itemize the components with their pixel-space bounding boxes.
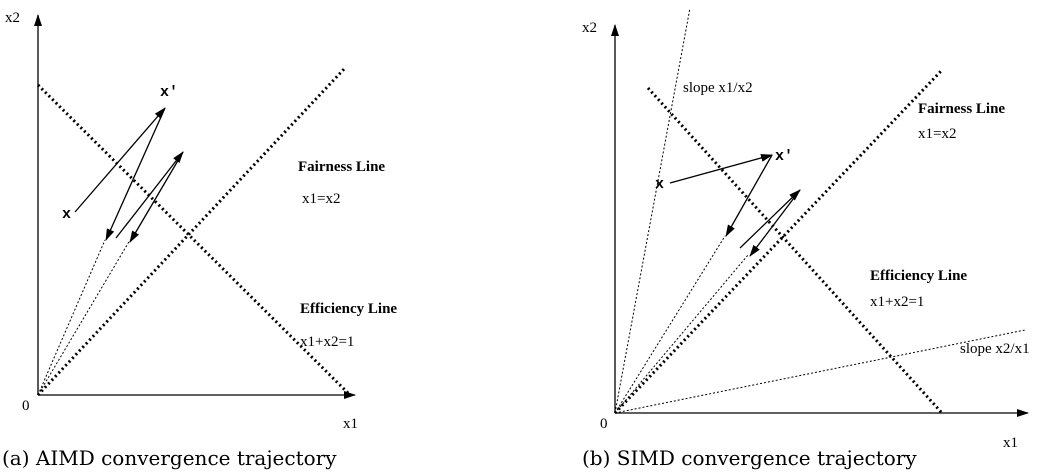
slope-label: slope x2/x1: [960, 341, 1030, 357]
slope-line: [614, 329, 1026, 414]
fairness-line: [36, 66, 347, 397]
efficiency-title: Efficiency Line: [870, 268, 967, 284]
point-label: x: [655, 176, 664, 193]
efficiency-title: Efficiency Line: [300, 301, 397, 317]
fairness-eq: x1=x2: [302, 191, 340, 207]
panel-a: x2 0 x1 x x' Fairness Line x1=x2 Efficie…: [2, 10, 397, 470]
slope-label: slope x1/x2: [683, 80, 753, 96]
arrow: [105, 107, 166, 241]
arrow: [669, 154, 773, 184]
caption: (b) SIMD convergence trajectory: [582, 446, 917, 470]
arrow: [129, 151, 184, 243]
point-label: x: [62, 206, 71, 223]
ray: [37, 239, 131, 396]
arrow: [739, 189, 801, 249]
arrow: [749, 189, 801, 257]
fairness-eq: x1=x2: [918, 126, 956, 142]
point-label: x': [160, 84, 178, 101]
axis-x-label: x1: [1003, 435, 1018, 451]
arrow: [725, 154, 773, 237]
point-label: x': [775, 148, 793, 165]
efficiency-line: [646, 86, 944, 415]
efficiency-line: [36, 83, 352, 397]
fairness-title: Fairness Line: [298, 159, 385, 175]
ray: [614, 254, 749, 414]
fairness-line: [613, 68, 944, 415]
caption: (a) AIMD convergence trajectory: [2, 446, 337, 470]
ray: [37, 239, 106, 396]
efficiency-eq: x1+x2=1: [870, 294, 924, 310]
axis-y-label: x2: [5, 10, 20, 26]
arrow: [74, 107, 166, 213]
origin-label: 0: [22, 398, 30, 414]
origin-label: 0: [600, 416, 608, 432]
axis-y-label: x2: [582, 20, 597, 36]
panel-b: x2 0 x1 slope x1/x2 x x' Fairness Line x…: [582, 7, 1030, 470]
ray: [614, 235, 726, 414]
axis-x-label: x1: [343, 416, 358, 432]
efficiency-eq: x1+x2=1: [300, 334, 354, 350]
arrow: [115, 151, 184, 239]
slope-line: [614, 7, 691, 414]
fairness-title: Fairness Line: [918, 101, 1005, 117]
